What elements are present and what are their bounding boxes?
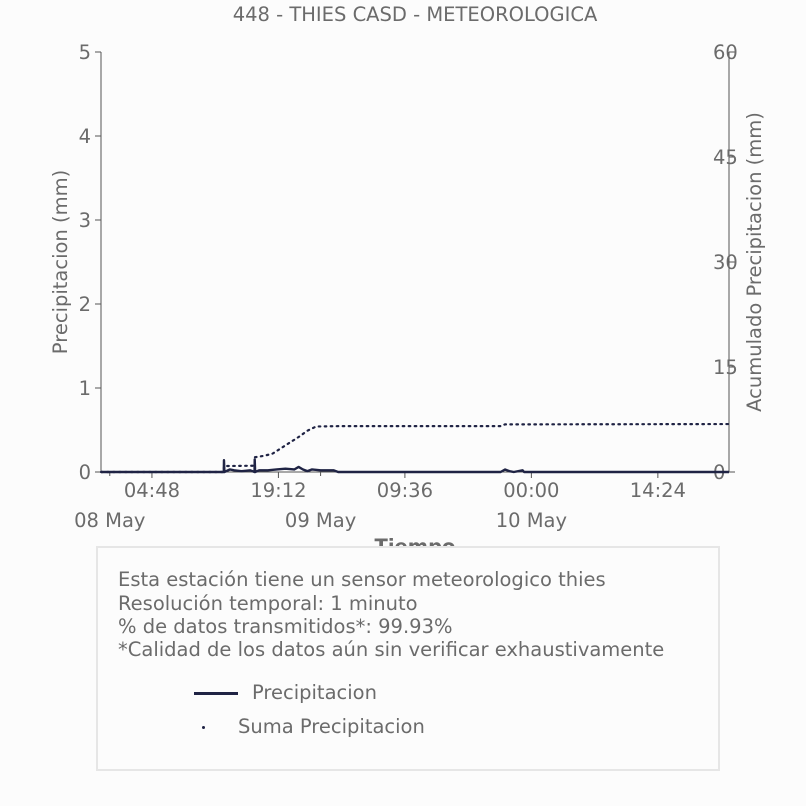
plot-area bbox=[100, 52, 730, 473]
series-layer bbox=[99, 422, 731, 474]
y-axis-label: Precipitacion (mm) bbox=[49, 170, 72, 354]
x-date-label: 08 May bbox=[74, 509, 145, 532]
y2-axis-label: Acumulado Precipitacion (mm) bbox=[743, 112, 766, 412]
y-tick-label: 3 bbox=[79, 209, 91, 232]
legend-label: Suma Precipitacion bbox=[238, 715, 425, 738]
info-transmitted: % de datos transmitidos*: 99.93% bbox=[118, 615, 453, 638]
y-tick-label: 5 bbox=[79, 41, 91, 64]
x-date-label: 10 May bbox=[496, 509, 567, 532]
legend-label: Precipitacion bbox=[252, 681, 377, 704]
chart: 448 - THIES CASD - METEOROLOGICA 012345 … bbox=[49, 3, 766, 558]
x-tick-label: 00:00 bbox=[503, 479, 559, 502]
y-tick-label: 1 bbox=[79, 377, 91, 400]
series-line-suma-precipitacion bbox=[99, 422, 731, 474]
y2-tick-label: 15 bbox=[713, 356, 738, 379]
x-tick-label: 14:24 bbox=[630, 479, 686, 502]
y2-tick-label: 45 bbox=[713, 146, 738, 169]
x-tick-label: 09:36 bbox=[377, 479, 433, 502]
legend-swatch-dotted bbox=[202, 726, 205, 729]
info-quality-note: *Calidad de los datos aún sin verificar … bbox=[118, 638, 665, 661]
info-resolution: Resolución temporal: 1 minuto bbox=[118, 592, 418, 615]
y-tick-label: 2 bbox=[79, 293, 91, 316]
y2-tick-label: 30 bbox=[713, 251, 738, 274]
chart-title: 448 - THIES CASD - METEOROLOGICA bbox=[233, 3, 598, 26]
y-tick-label: 0 bbox=[79, 461, 91, 484]
x-tick-label: 04:48 bbox=[124, 479, 180, 502]
x-date-label: 09 May bbox=[285, 509, 356, 532]
series-line-precipitacion bbox=[101, 458, 729, 474]
x-axis-ticks: 04:48 19:12 09:36 00:00 14:24 bbox=[109, 472, 686, 502]
y-axis-ticks: 0 1 2 3 4 5 bbox=[79, 41, 101, 484]
y2-tick-label: 60 bbox=[713, 41, 738, 64]
info-description: Esta estación tiene un sensor meteorolog… bbox=[118, 568, 606, 591]
x-tick-label: 19:12 bbox=[250, 479, 306, 502]
info-box: Esta estación tiene un sensor meteorolog… bbox=[96, 546, 720, 771]
x-date-labels: 08 May 09 May 10 May bbox=[74, 509, 567, 532]
legend-swatch-solid bbox=[194, 692, 238, 695]
y-tick-label: 4 bbox=[79, 125, 91, 148]
